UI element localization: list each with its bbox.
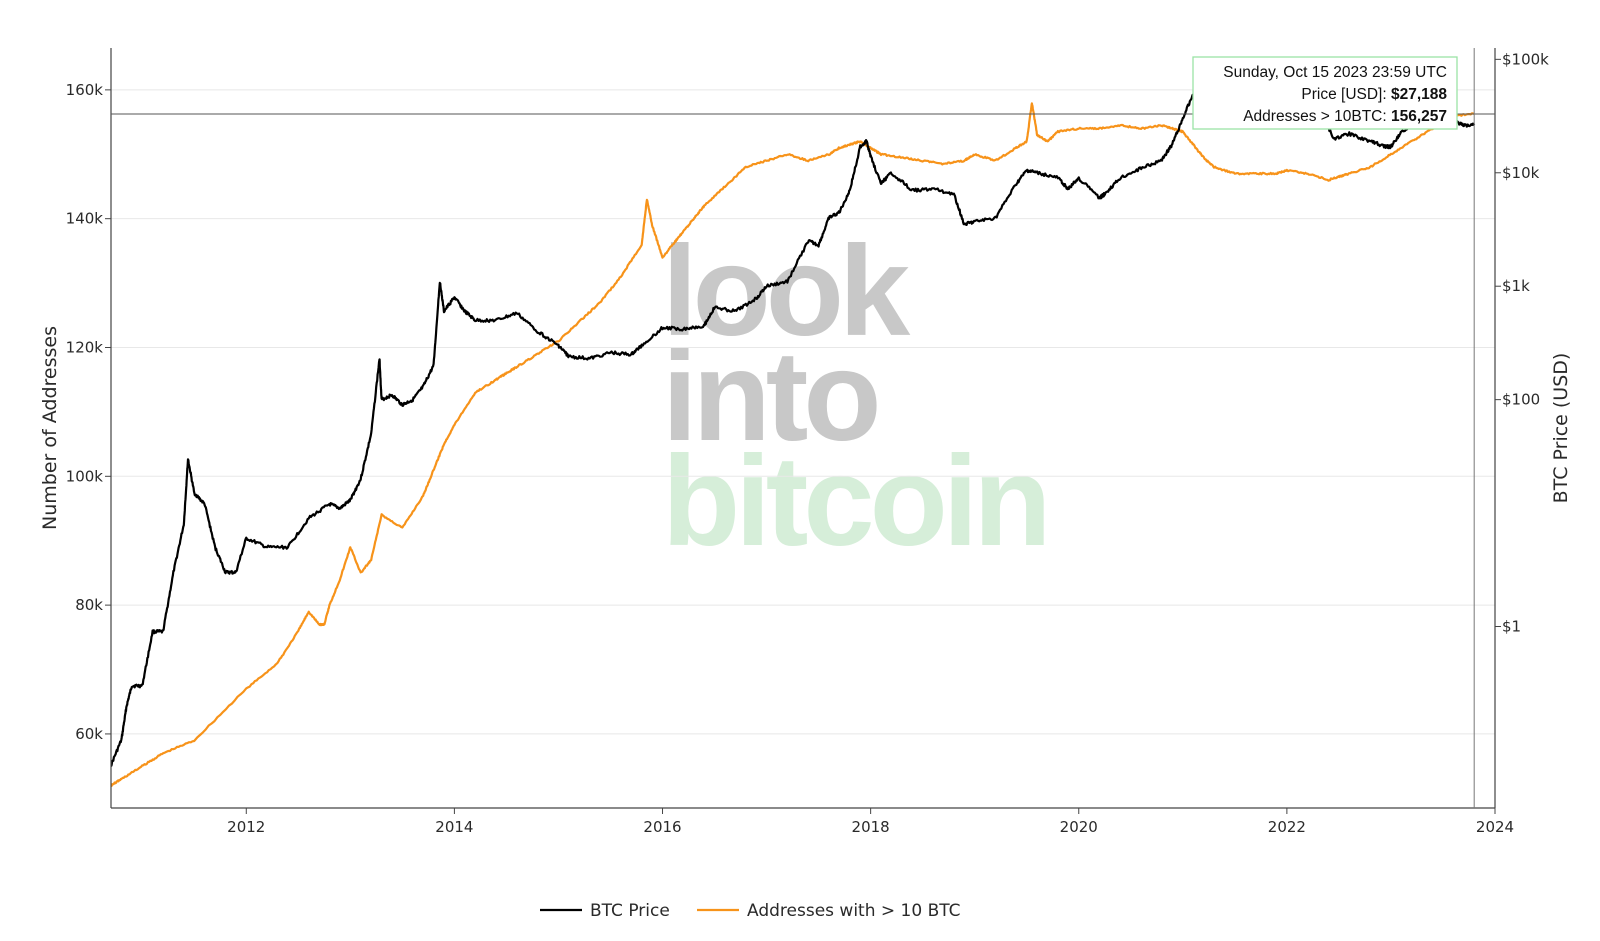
x-tick-label: 2014 xyxy=(435,818,473,836)
y2-axis-ticks: $1 $100 $1k $10k $100k xyxy=(1495,50,1549,636)
x-tick-label: 2016 xyxy=(643,818,681,836)
y-tick-label: 120k xyxy=(66,338,104,356)
watermark-look: look xyxy=(662,220,911,363)
y2-tick-label: $100 xyxy=(1502,391,1540,409)
y2-tick-label: $1 xyxy=(1502,618,1521,636)
x-tick-label: 2024 xyxy=(1476,818,1514,836)
y2-tick-label: $10k xyxy=(1502,164,1540,182)
legend-label-btc: BTC Price xyxy=(590,901,670,921)
y-tick-label: 80k xyxy=(75,596,103,614)
legend-item-addresses[interactable]: Addresses with > 10 BTC xyxy=(697,901,961,921)
y-tick-label: 60k xyxy=(75,725,103,743)
y-tick-label: 160k xyxy=(66,81,104,99)
tooltip-addr-value: 156,257 xyxy=(1391,108,1447,125)
watermark: look into bitcoin xyxy=(662,220,1052,573)
x-tick-label: 2022 xyxy=(1268,818,1306,836)
x-axis-ticks: 2012 2014 2016 2018 2020 2022 2024 xyxy=(227,808,1514,836)
x-tick-label: 2020 xyxy=(1060,818,1098,836)
y2-tick-label: $1k xyxy=(1502,277,1530,295)
tooltip-price: Price [USD]: $27,188 xyxy=(1301,86,1447,103)
hover-tooltip: Sunday, Oct 15 2023 23:59 UTC Price [USD… xyxy=(1192,56,1458,130)
tooltip-price-value: $27,188 xyxy=(1391,86,1447,103)
x-tick-label: 2012 xyxy=(227,818,265,836)
addresses-series-line xyxy=(111,102,1475,788)
y-tick-label: 140k xyxy=(66,210,104,228)
y2-axis-title: BTC Price (USD) xyxy=(1550,353,1572,504)
y2-tick-label: $100k xyxy=(1502,50,1549,68)
tooltip-date: Sunday, Oct 15 2023 23:59 UTC xyxy=(1223,64,1447,81)
legend-item-btc-price[interactable]: BTC Price xyxy=(540,901,670,921)
legend-label-addresses: Addresses with > 10 BTC xyxy=(747,901,961,921)
tooltip-box xyxy=(1192,56,1458,130)
legend[interactable]: BTC Price Addresses with > 10 BTC xyxy=(540,901,961,921)
watermark-into: into xyxy=(662,325,877,468)
y-axis-ticks: 60k 80k 100k 120k 140k 160k xyxy=(66,81,111,743)
y-tick-label: 100k xyxy=(66,467,104,485)
x-tick-label: 2018 xyxy=(852,818,890,836)
watermark-bitcoin: bitcoin xyxy=(662,430,1047,573)
tooltip-addresses: Addresses > 10BTC: 156,257 xyxy=(1243,108,1447,125)
y-axis-title: Number of Addresses xyxy=(39,326,61,530)
tooltip-price-label: Price [USD]: xyxy=(1301,86,1391,103)
tooltip-addr-label: Addresses > 10BTC: xyxy=(1243,108,1391,125)
